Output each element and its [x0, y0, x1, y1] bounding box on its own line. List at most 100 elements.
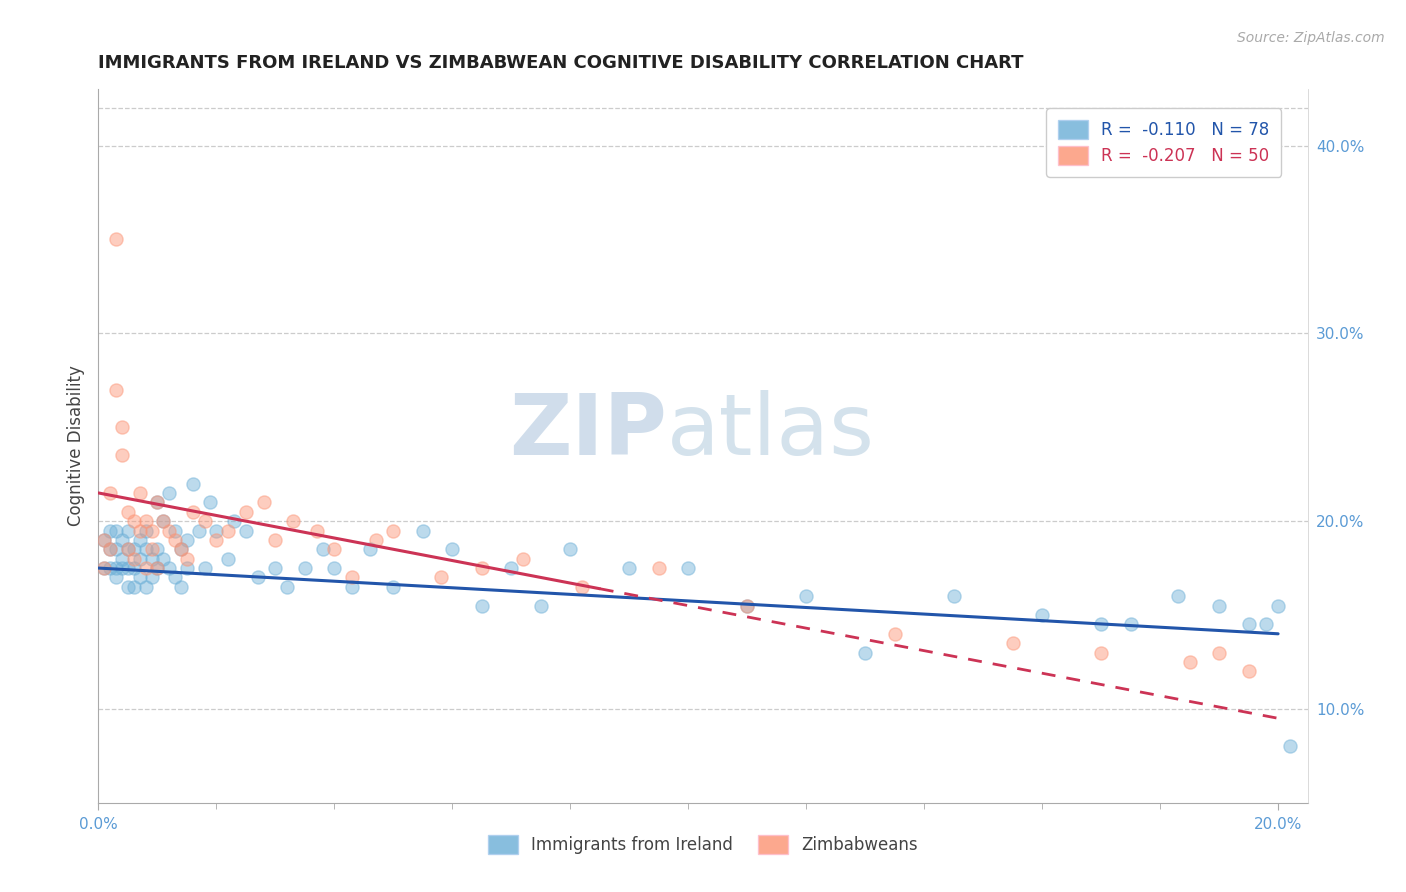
Point	[471, 599, 494, 613]
Point	[176, 533, 198, 547]
Point	[340, 570, 363, 584]
Point	[340, 580, 363, 594]
Point	[141, 551, 163, 566]
Point	[235, 505, 257, 519]
Point	[141, 570, 163, 584]
Point	[122, 580, 145, 594]
Point	[170, 542, 193, 557]
Point	[141, 542, 163, 557]
Point	[217, 524, 239, 538]
Point	[122, 561, 145, 575]
Point	[1119, 617, 1142, 632]
Text: Source: ZipAtlas.com: Source: ZipAtlas.com	[1237, 31, 1385, 45]
Point	[311, 542, 333, 557]
Point	[146, 542, 169, 557]
Point	[794, 589, 817, 603]
Point	[105, 383, 128, 397]
Point	[141, 524, 163, 538]
Point	[152, 514, 174, 528]
Point	[98, 542, 121, 557]
Point	[128, 533, 150, 547]
Point	[146, 495, 169, 509]
Point	[264, 561, 287, 575]
Point	[157, 561, 180, 575]
Point	[135, 580, 157, 594]
Point	[359, 542, 381, 557]
Point	[117, 505, 139, 519]
Point	[619, 561, 641, 575]
Point	[135, 561, 157, 575]
Point	[105, 570, 128, 584]
Point	[135, 524, 157, 538]
Point	[305, 524, 328, 538]
Point	[323, 561, 346, 575]
Point	[165, 524, 187, 538]
Point	[105, 542, 128, 557]
Point	[883, 627, 905, 641]
Point	[93, 561, 115, 575]
Point	[117, 542, 139, 557]
Point	[128, 486, 150, 500]
Point	[152, 551, 174, 566]
Point	[98, 524, 121, 538]
Legend: Immigrants from Ireland, Zimbabweans: Immigrants from Ireland, Zimbabweans	[477, 823, 929, 866]
Point	[135, 514, 157, 528]
Point	[98, 561, 121, 575]
Point	[128, 570, 150, 584]
Point	[105, 561, 128, 575]
Point	[364, 533, 387, 547]
Point	[105, 232, 128, 246]
Point	[170, 542, 193, 557]
Point	[412, 524, 434, 538]
Point	[181, 476, 204, 491]
Point	[181, 505, 204, 519]
Point	[93, 533, 115, 547]
Point	[176, 551, 198, 566]
Point	[146, 495, 169, 509]
Point	[1167, 589, 1189, 603]
Point	[170, 580, 193, 594]
Point	[382, 524, 405, 538]
Point	[1237, 665, 1260, 679]
Point	[571, 580, 593, 594]
Point	[1090, 617, 1112, 632]
Point	[217, 551, 239, 566]
Text: ZIP: ZIP	[509, 390, 666, 474]
Point	[194, 561, 217, 575]
Point	[122, 514, 145, 528]
Point	[117, 580, 139, 594]
Point	[1267, 599, 1289, 613]
Point	[194, 514, 217, 528]
Point	[222, 514, 245, 528]
Point	[1208, 599, 1230, 613]
Point	[205, 524, 228, 538]
Point	[281, 514, 304, 528]
Point	[512, 551, 534, 566]
Point	[157, 524, 180, 538]
Point	[735, 599, 758, 613]
Point	[111, 420, 134, 434]
Point	[1237, 617, 1260, 632]
Point	[1090, 646, 1112, 660]
Point	[246, 570, 269, 584]
Point	[471, 561, 494, 575]
Point	[1031, 607, 1053, 622]
Point	[382, 580, 405, 594]
Point	[93, 533, 115, 547]
Point	[264, 533, 287, 547]
Point	[105, 524, 128, 538]
Point	[1178, 655, 1201, 669]
Point	[111, 449, 134, 463]
Point	[501, 561, 523, 575]
Point	[165, 570, 187, 584]
Point	[128, 524, 150, 538]
Point	[441, 542, 464, 557]
Point	[157, 486, 180, 500]
Point	[735, 599, 758, 613]
Point	[252, 495, 274, 509]
Point	[200, 495, 222, 509]
Point	[648, 561, 671, 575]
Point	[1208, 646, 1230, 660]
Point	[942, 589, 965, 603]
Point	[678, 561, 700, 575]
